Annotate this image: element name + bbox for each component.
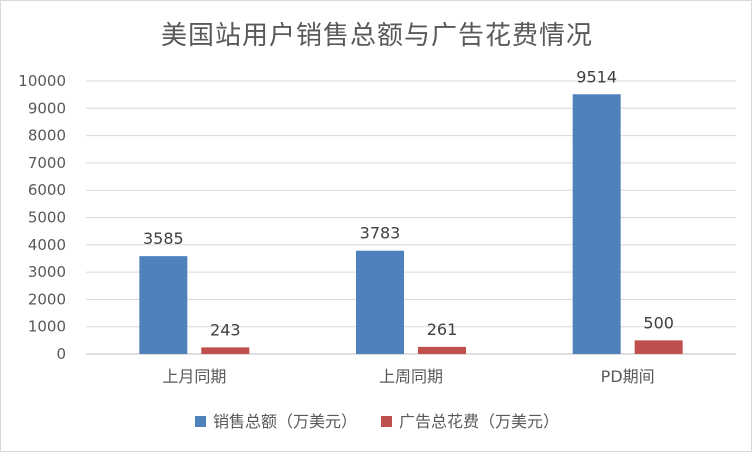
bar — [201, 347, 250, 354]
data-label: 3585 — [143, 229, 184, 248]
legend-swatch — [195, 416, 206, 427]
data-label: 261 — [427, 320, 458, 339]
category-label: 上周同期 — [379, 367, 443, 386]
data-labels: 3585 243 3783 261 9514 500 — [143, 67, 674, 339]
data-label: 243 — [210, 320, 241, 339]
y-tick-label: 2000 — [28, 290, 66, 308]
y-tick-label: 7000 — [28, 154, 66, 172]
y-tick-label: 9000 — [28, 99, 66, 117]
category-label: PD期间 — [601, 367, 655, 386]
y-tick-label: 3000 — [28, 263, 66, 281]
grid-lines — [86, 80, 736, 355]
legend-label: 销售总额（万美元） — [213, 412, 357, 431]
legend-swatch — [381, 416, 392, 427]
data-label: 9514 — [576, 67, 617, 86]
chart-title: 美国站用户销售总额与广告花费情况 — [160, 21, 593, 51]
y-tick-label: 10000 — [18, 72, 66, 90]
bar — [634, 340, 683, 354]
y-tick-label: 5000 — [28, 209, 66, 227]
y-tick-label: 4000 — [28, 236, 66, 254]
bar — [139, 256, 188, 354]
y-tick-label: 8000 — [28, 127, 66, 145]
bar — [572, 94, 621, 355]
bars — [139, 94, 683, 355]
y-axis-ticks: 0 1000 2000 3000 4000 5000 6000 7000 8000 9000 100… — [18, 72, 66, 363]
y-tick-label: 1000 — [28, 318, 66, 336]
y-tick-label: 0 — [56, 345, 66, 363]
category-labels: 上月同期 上周同期 PD期间 — [162, 367, 654, 386]
bar — [418, 346, 466, 354]
bar — [356, 250, 404, 354]
legend-label: 广告总花费（万美元） — [399, 412, 559, 431]
category-label: 上月同期 — [162, 367, 226, 386]
data-label: 3783 — [360, 224, 401, 243]
legend: 销售总额（万美元） 广告总花费（万美元） — [195, 412, 559, 431]
y-tick-label: 6000 — [28, 181, 66, 199]
data-label: 500 — [643, 313, 674, 332]
